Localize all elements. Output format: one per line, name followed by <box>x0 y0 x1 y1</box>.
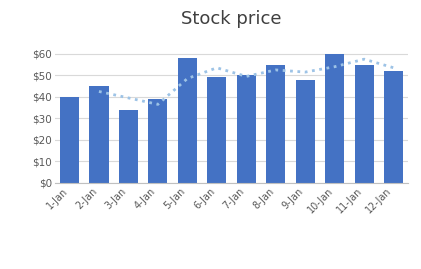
Bar <box>296 80 315 183</box>
Bar <box>266 65 285 183</box>
Bar <box>89 86 109 183</box>
Bar <box>60 97 79 183</box>
Bar <box>354 65 374 183</box>
Bar <box>178 58 197 183</box>
Bar <box>325 54 344 183</box>
Bar <box>207 77 226 183</box>
Bar <box>384 71 403 183</box>
Bar <box>119 110 138 183</box>
Title: Stock price: Stock price <box>181 10 282 28</box>
Bar <box>148 99 168 183</box>
Bar <box>237 75 256 183</box>
